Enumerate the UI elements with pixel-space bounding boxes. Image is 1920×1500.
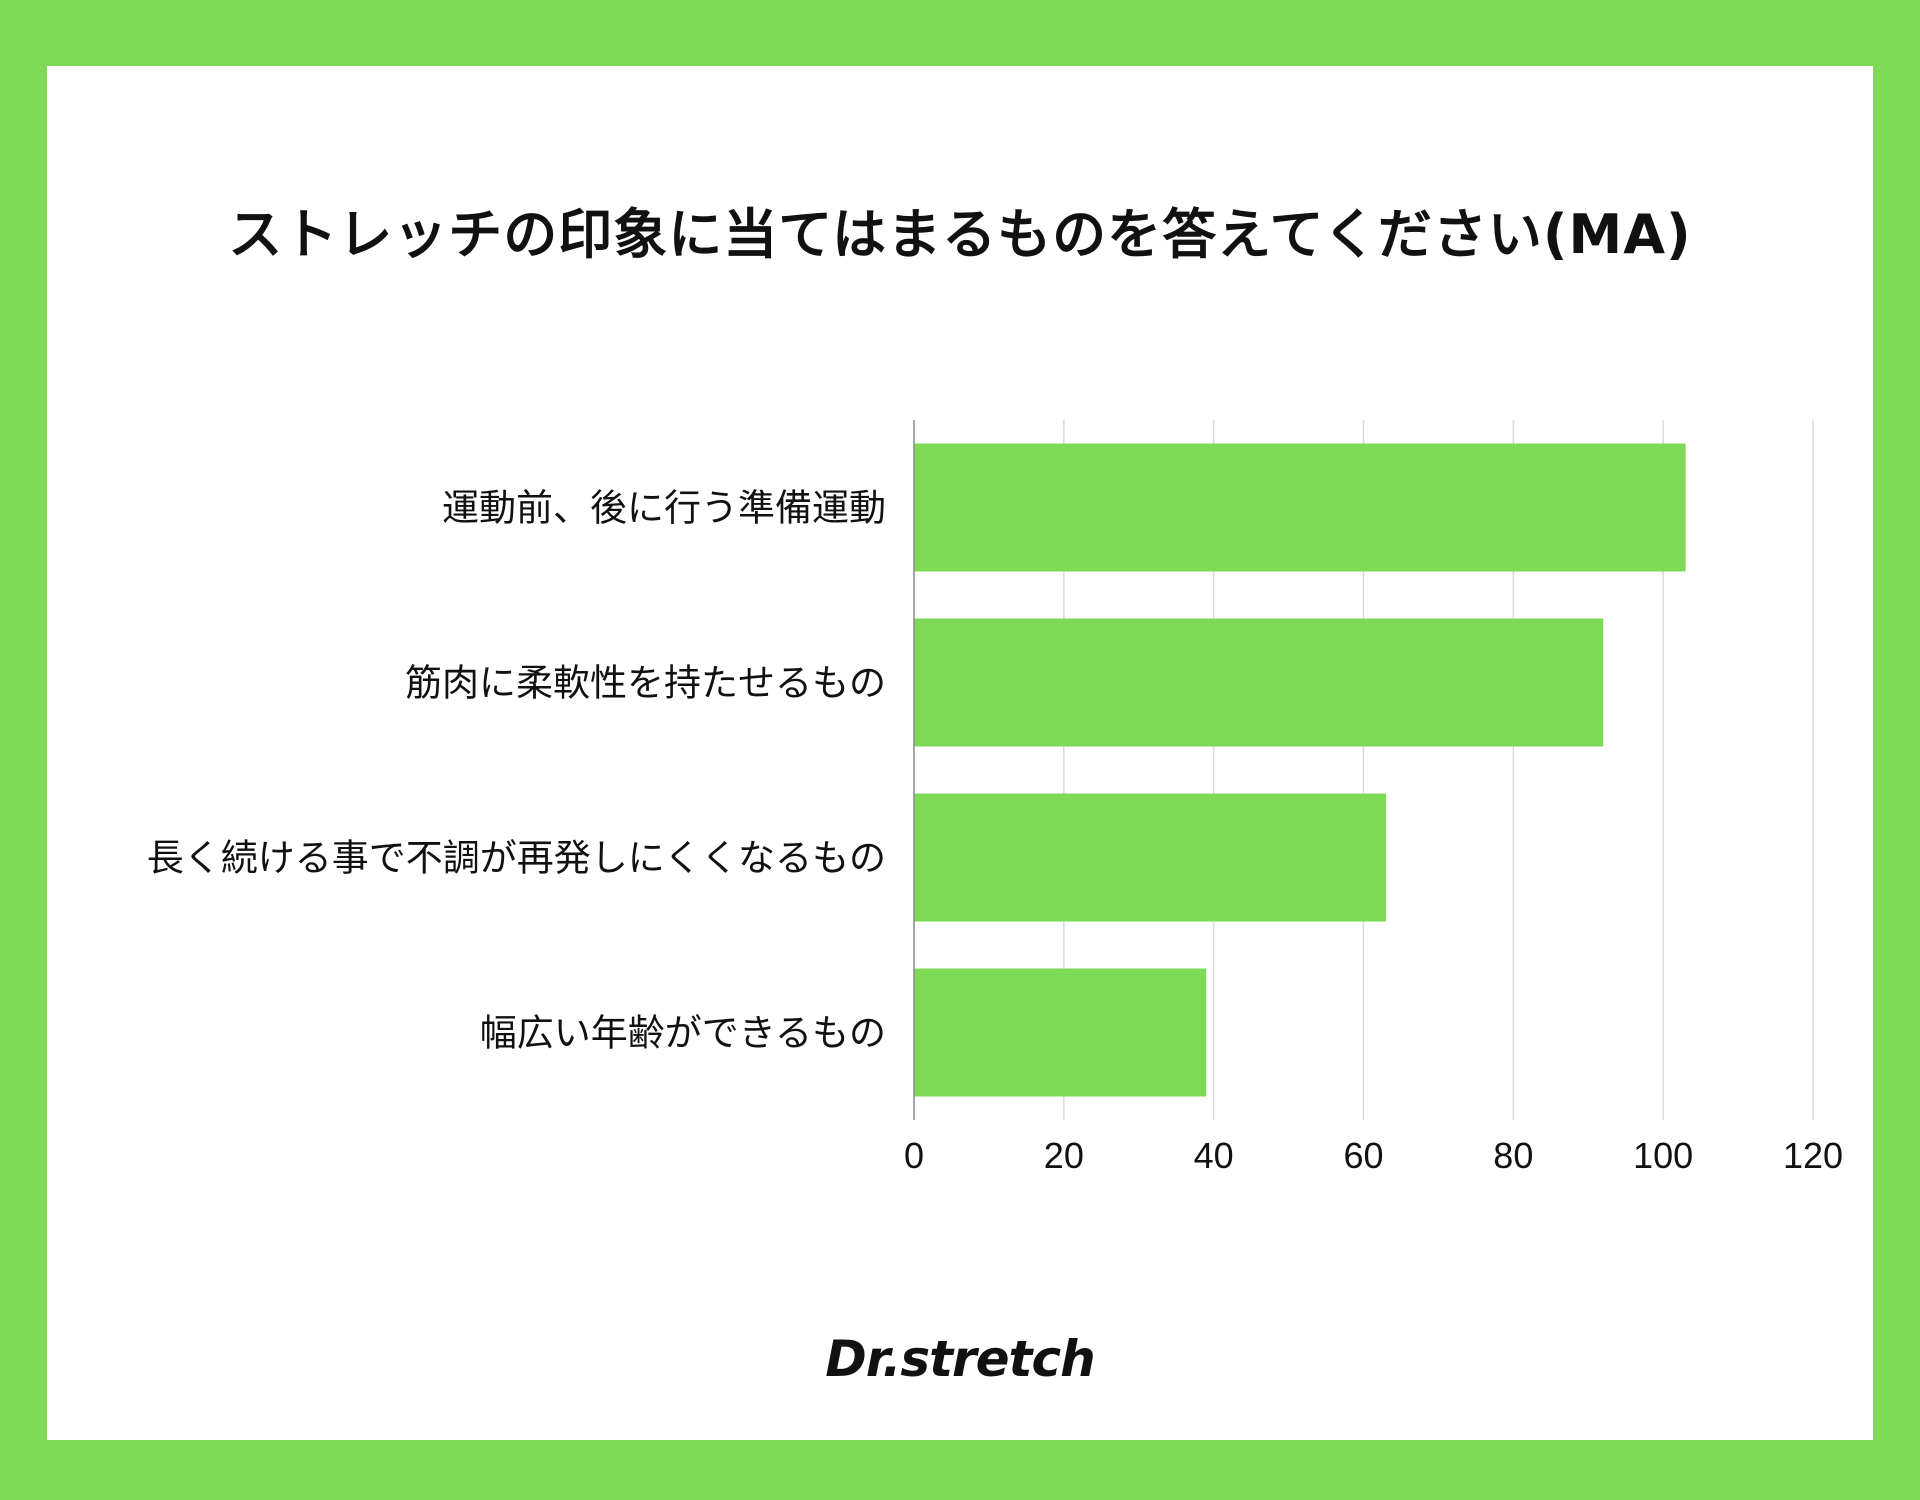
- category-label: 幅広い年齢ができるもの: [480, 1012, 886, 1055]
- x-tick-label: 120: [1783, 1135, 1843, 1176]
- bar-3: [914, 793, 1386, 922]
- bar-4: [914, 968, 1207, 1097]
- x-tick-label: 0: [904, 1135, 924, 1176]
- brand-logo: Dr.stretch: [825, 1330, 1095, 1388]
- x-tick-label: 80: [1493, 1135, 1533, 1176]
- x-tick-label: 100: [1633, 1135, 1693, 1176]
- x-tick-label: 40: [1194, 1135, 1234, 1176]
- bar-2: [914, 618, 1604, 747]
- bar-1: [914, 443, 1686, 572]
- x-tick-label: 20: [1044, 1135, 1084, 1176]
- chart-title: ストレッチの印象に当てはまるものを答えてください(MA): [228, 203, 1692, 266]
- chart-card: [47, 66, 1873, 1440]
- category-label: 運動前、後に行う準備運動: [442, 487, 886, 530]
- category-label: 筋肉に柔軟性を持たせるもの: [405, 662, 886, 705]
- x-tick-label: 60: [1343, 1135, 1383, 1176]
- category-label: 長く続ける事で不調が再発しにくくなるもの: [147, 837, 886, 880]
